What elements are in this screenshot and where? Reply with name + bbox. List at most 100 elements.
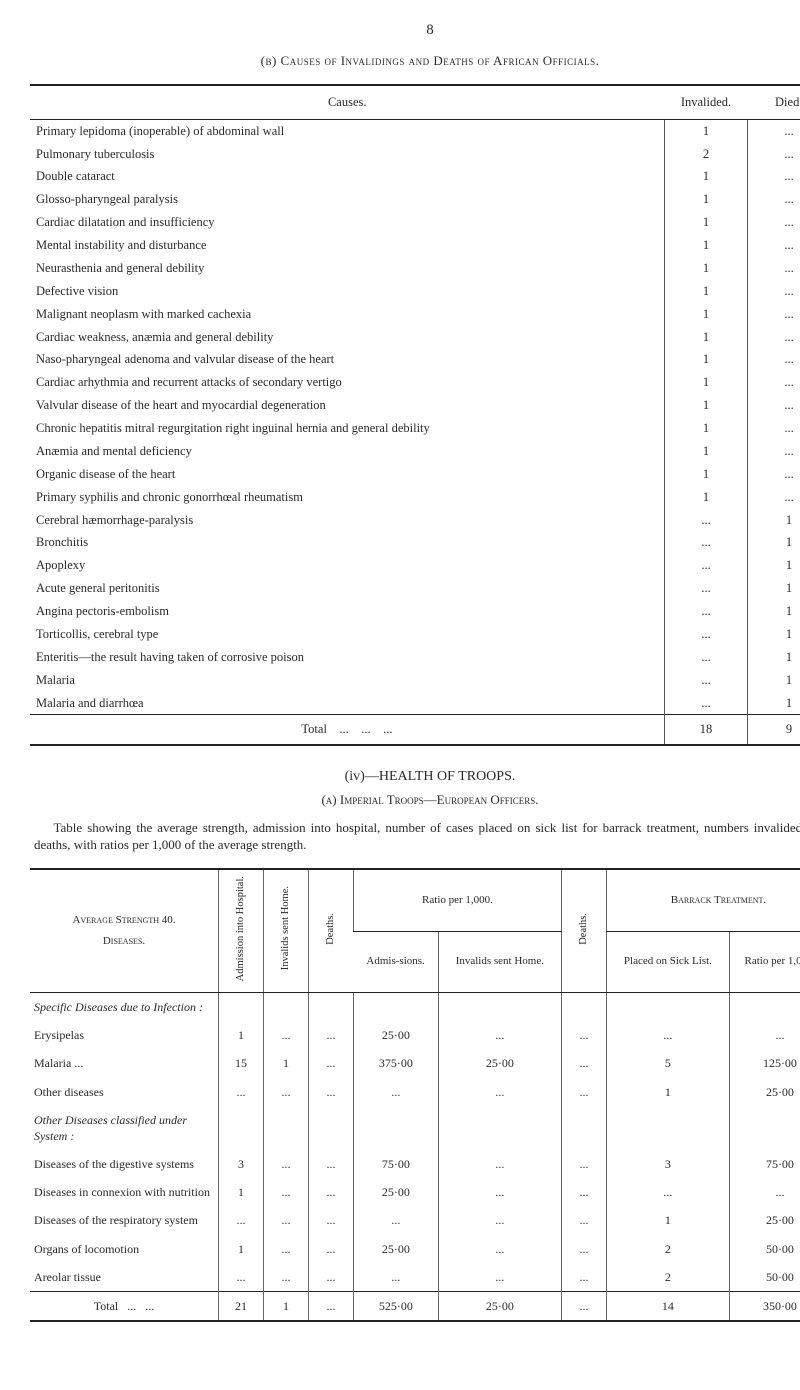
cause-cell: Cardiac dilatation and insufficiency [30, 211, 665, 234]
invalided-cell: 2 [665, 143, 748, 166]
value-cell: ... [264, 1263, 309, 1292]
value-cell: ... [264, 1178, 309, 1206]
total-value: ... [309, 1292, 354, 1322]
invalided-cell: 1 [665, 188, 748, 211]
value-cell: ... [309, 1206, 354, 1234]
total-value: 525·00 [354, 1292, 439, 1322]
invalided-cell: 1 [665, 303, 748, 326]
group-heading: Specific Diseases due to Infection : [30, 992, 219, 1021]
value-cell: 25·00 [354, 1178, 439, 1206]
invalided-cell: ... [665, 669, 748, 692]
cause-cell: Anæmia and mental deficiency [30, 440, 665, 463]
value-cell: ... [264, 1235, 309, 1263]
table-row: Cardiac weakness, anæmia and general deb… [30, 326, 800, 349]
cause-cell: Malaria [30, 669, 665, 692]
invalided-cell: 1 [665, 417, 748, 440]
died-cell: ... [748, 165, 800, 188]
empty-cell [606, 992, 729, 1021]
cause-cell: Neurasthenia and general debility [30, 257, 665, 280]
invalided-cell: ... [665, 554, 748, 577]
died-cell: ... [748, 463, 800, 486]
table-row: Bronchitis...1 [30, 531, 800, 554]
col-causes: Causes. [30, 85, 665, 119]
table-row: Diseases in connexion with nutrition1...… [30, 1178, 800, 1206]
section-iv-title: (iv)—HEALTH OF TROOPS. [30, 768, 800, 787]
total-row: Total ... ... ...189 [30, 715, 800, 745]
value-cell: 1 [264, 1049, 309, 1077]
value-cell: ... [438, 1078, 561, 1106]
table-row: Chronic hepatitis mitral regurgitation r… [30, 417, 800, 440]
cause-cell: Malignant neoplasm with marked cachexia [30, 303, 665, 326]
value-cell: ... [729, 1178, 800, 1206]
invalided-cell: 1 [665, 326, 748, 349]
cause-cell: Primary syphilis and chronic gonorrhœal … [30, 486, 665, 509]
value-cell: ... [606, 1021, 729, 1049]
total-row: Total ... ...211...525·0025·00...14350·0… [30, 1292, 800, 1322]
invalided-cell: 1 [665, 463, 748, 486]
group-heading: Other Diseases classified under System : [30, 1106, 219, 1150]
empty-cell [729, 992, 800, 1021]
empty-cell [309, 992, 354, 1021]
cause-cell: Enteritis—the result having taken of cor… [30, 646, 665, 669]
col-ratio-1000: Ratio per 1,000. [729, 931, 800, 992]
value-cell: 75·00 [729, 1150, 800, 1178]
invalided-cell: ... [665, 531, 748, 554]
invalided-cell: ... [665, 692, 748, 715]
cause-cell: Mental instability and disturbance [30, 234, 665, 257]
table-row: Diseases of the respiratory system......… [30, 1206, 800, 1234]
table-row: Torticollis, cerebral type...1 [30, 623, 800, 646]
table-row: Specific Diseases due to Infection : [30, 992, 800, 1021]
cause-cell: Torticollis, cerebral type [30, 623, 665, 646]
value-cell: 5 [606, 1049, 729, 1077]
invalided-cell: 1 [665, 394, 748, 417]
cause-cell: Organic disease of the heart [30, 463, 665, 486]
table-row: Double cataract1... [30, 165, 800, 188]
value-cell: 2 [606, 1235, 729, 1263]
table-row: Defective vision1... [30, 280, 800, 303]
table-row: Cerebral hæmorrhage-paralysis...1 [30, 509, 800, 532]
narrative-paragraph: Table showing the average strength, admi… [34, 819, 800, 854]
died-cell: ... [748, 143, 800, 166]
table-row: Malaria...1 [30, 669, 800, 692]
empty-cell [606, 1106, 729, 1150]
value-cell: ... [561, 1206, 606, 1234]
died-cell: ... [748, 257, 800, 280]
value-cell: 1 [606, 1206, 729, 1234]
value-cell: 50·00 [729, 1263, 800, 1292]
died-cell: ... [748, 486, 800, 509]
value-cell: ... [309, 1078, 354, 1106]
value-cell: 1 [219, 1178, 264, 1206]
col-deaths-2: Deaths. [578, 913, 590, 945]
total-value: ... [561, 1292, 606, 1322]
value-cell: ... [561, 1178, 606, 1206]
value-cell: ... [561, 1049, 606, 1077]
cause-cell: Cardiac arhythmia and recurrent attacks … [30, 371, 665, 394]
died-cell: ... [748, 211, 800, 234]
table-row: Other Diseases classified under System : [30, 1106, 800, 1150]
value-cell: ... [309, 1049, 354, 1077]
invalided-cell: 1 [665, 371, 748, 394]
disease-cell: Diseases of the digestive systems [30, 1150, 219, 1178]
died-cell: 1 [748, 692, 800, 715]
died-cell: ... [748, 348, 800, 371]
avg-strength-label: Average Strength 40. [34, 913, 214, 928]
empty-cell [219, 1106, 264, 1150]
died-cell: 1 [748, 509, 800, 532]
died-cell: 1 [748, 623, 800, 646]
table-row: Valvular disease of the heart and myocar… [30, 394, 800, 417]
value-cell: ... [354, 1206, 439, 1234]
table-row: Areolar tissue..................250·00 [30, 1263, 800, 1292]
value-cell: ... [264, 1021, 309, 1049]
col-deaths: Deaths. [325, 913, 337, 945]
died-cell: 1 [748, 554, 800, 577]
invalided-cell: 1 [665, 234, 748, 257]
cause-cell: Angina pectoris-embolism [30, 600, 665, 623]
disease-cell: Other diseases [30, 1078, 219, 1106]
page-number: 8 [30, 20, 800, 40]
died-cell: 1 [748, 669, 800, 692]
value-cell: ... [264, 1206, 309, 1234]
total-value: 14 [606, 1292, 729, 1322]
value-cell: ... [309, 1178, 354, 1206]
invalided-cell: 1 [665, 211, 748, 234]
empty-cell [219, 992, 264, 1021]
